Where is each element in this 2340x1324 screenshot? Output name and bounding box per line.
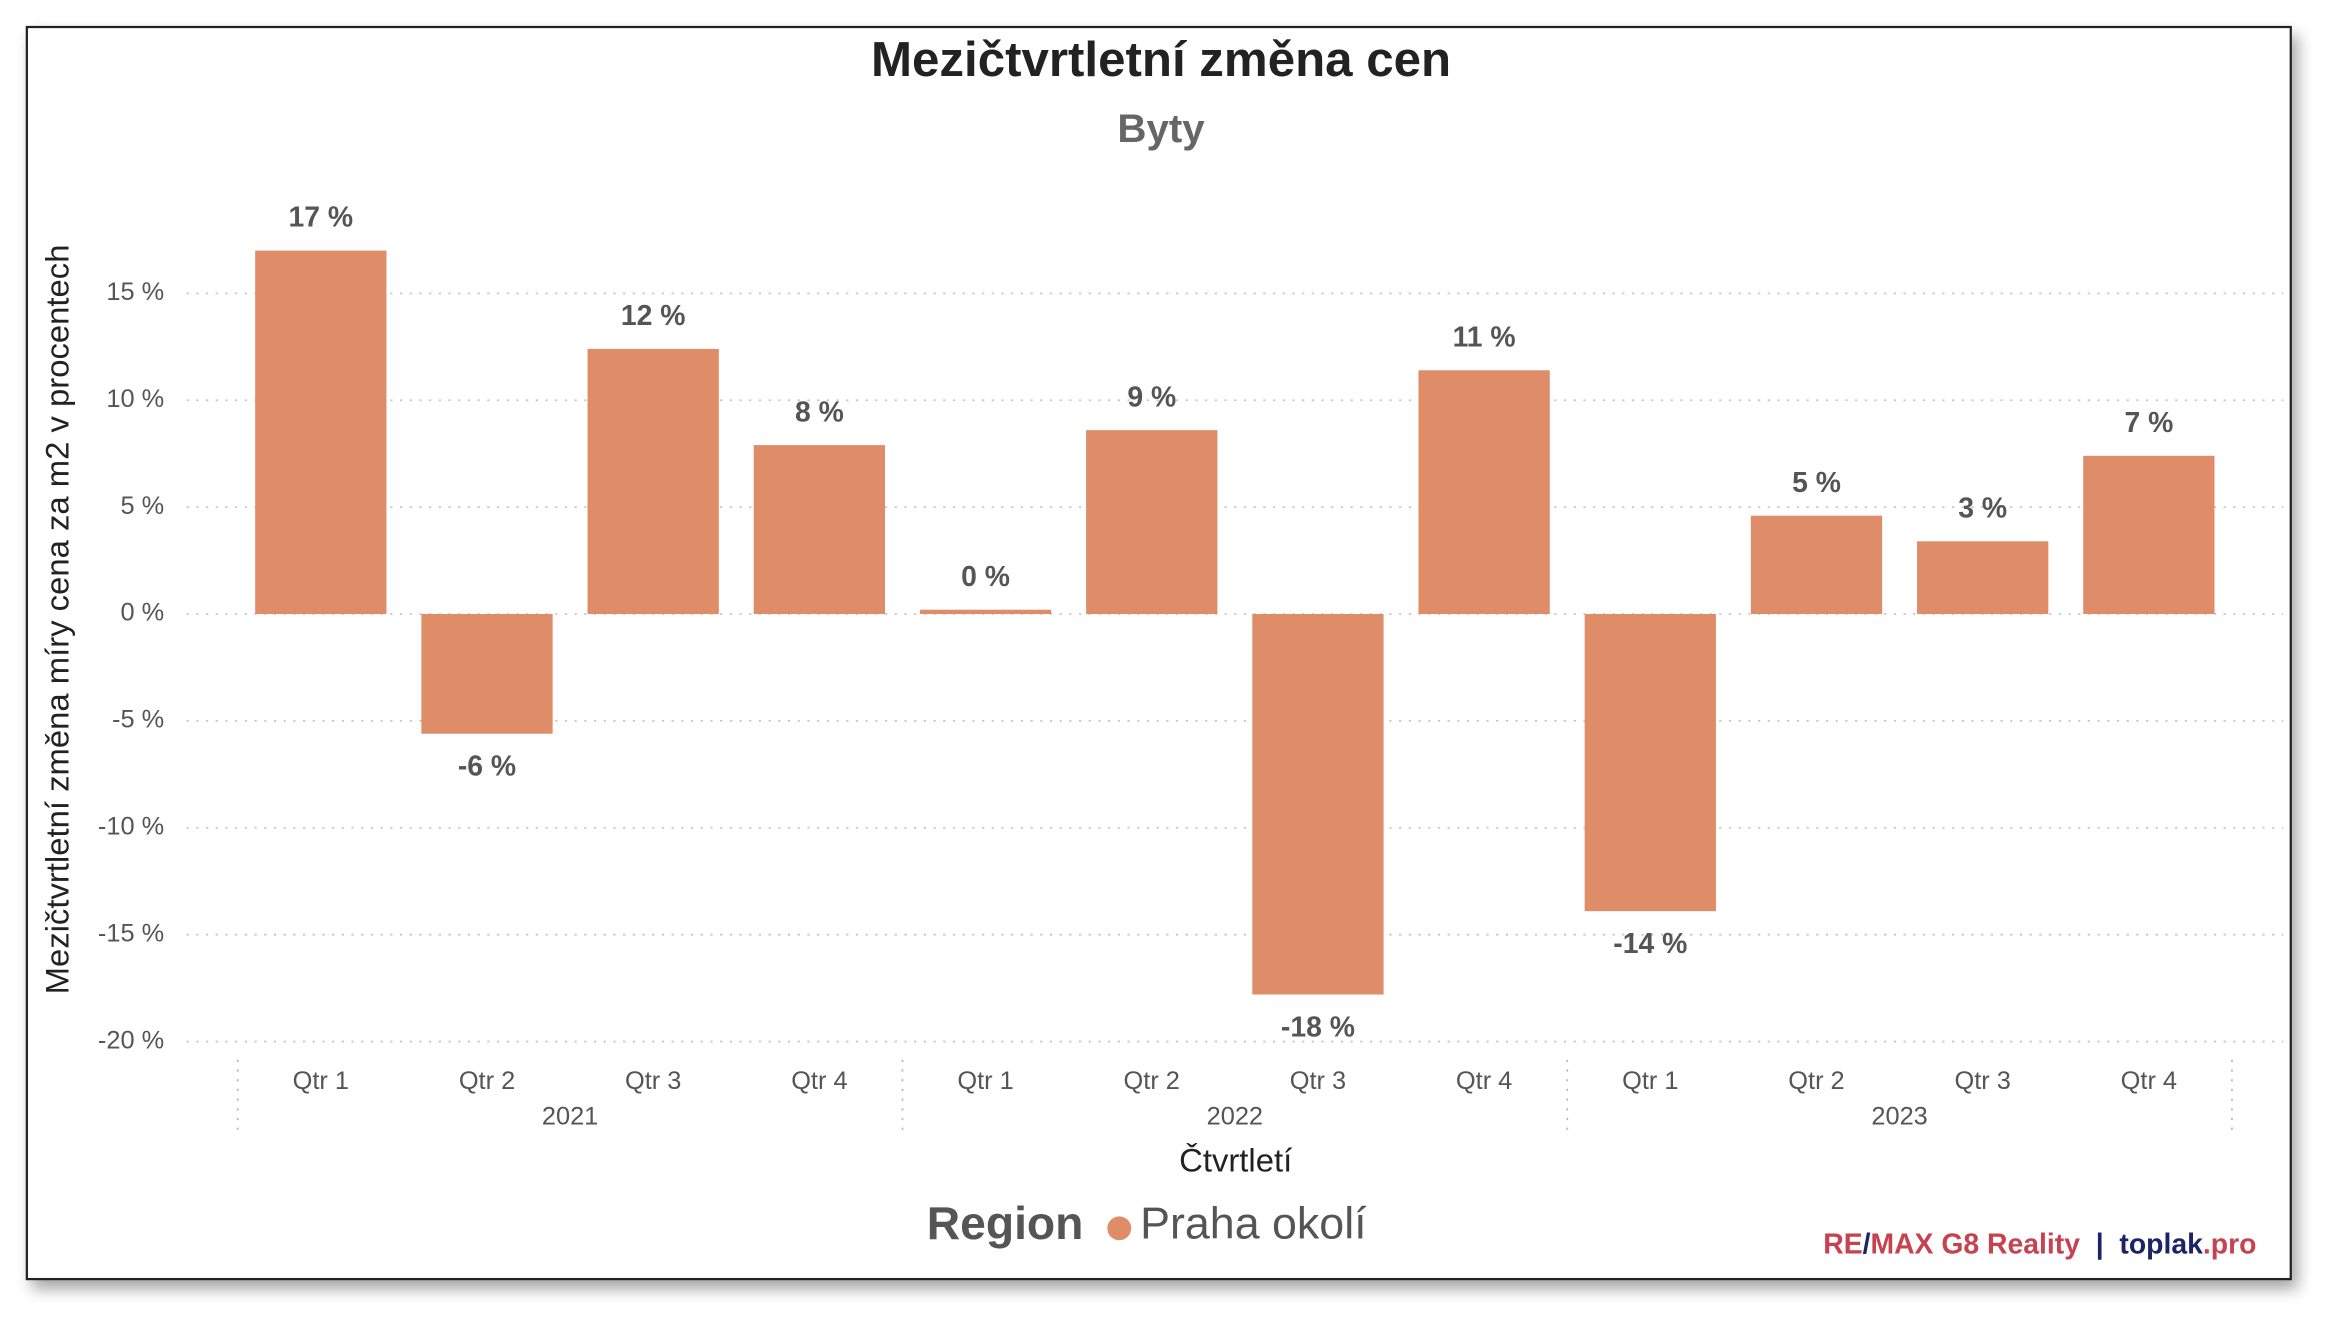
y-tick-label: -5 %: [112, 706, 164, 734]
bar: [2083, 455, 2215, 615]
chart-subtitle: Byty: [1117, 106, 1205, 151]
bar: [1584, 614, 1716, 912]
x-tick-label: Qtr 3: [1290, 1067, 1346, 1095]
data-label: 12 %: [621, 300, 686, 332]
legend-swatch: [1107, 1216, 1132, 1241]
data-label: 17 %: [289, 202, 354, 234]
bar: [1750, 515, 1883, 615]
bar: [587, 348, 719, 615]
legend-title: Region: [927, 1197, 1084, 1249]
y-tick-label: 0 %: [120, 599, 164, 627]
x-tick-label: Qtr 2: [459, 1067, 515, 1095]
footer-brand: RE/MAX G8 Reality | toplak.pro: [1823, 1229, 2256, 1261]
data-label: 11 %: [1453, 321, 1516, 353]
x-tick-label: Qtr 1: [1622, 1067, 1678, 1095]
x-tick-label: Qtr 2: [1124, 1067, 1180, 1095]
bar: [919, 609, 1052, 615]
bar: [1917, 541, 2049, 615]
y-tick-label: -10 %: [98, 812, 164, 840]
data-label: -18 %: [1281, 1011, 1355, 1043]
bar: [421, 614, 553, 734]
legend-entry: Praha okolí: [1140, 1199, 1367, 1249]
frame: [25, 25, 2292, 1281]
data-label: 0 %: [961, 561, 1010, 593]
x-axis-label: Čtvrtletí: [1179, 1141, 1292, 1178]
footer-part: MAX G8 Reality: [1870, 1229, 2080, 1261]
y-tick-label: -20 %: [98, 1026, 164, 1054]
y-tick-label: 10 %: [106, 385, 164, 413]
x-tick-label: Qtr 1: [957, 1067, 1013, 1095]
data-label: 8 %: [795, 396, 844, 428]
bar: [1252, 614, 1384, 995]
x-tick-label: Qtr 4: [791, 1067, 847, 1095]
y-tick-label: 5 %: [120, 492, 164, 520]
chart-title: Mezičtvrtletní změna cen: [871, 32, 1451, 87]
data-label: 9 %: [1127, 381, 1176, 413]
bar: [1086, 430, 1218, 615]
x-group-label: 2023: [1871, 1103, 1927, 1131]
x-tick-label: Qtr 4: [2121, 1067, 2177, 1095]
footer-part: toplak: [2119, 1229, 2203, 1261]
x-tick-label: Qtr 2: [1788, 1067, 1844, 1095]
data-label: -14 %: [1613, 928, 1687, 960]
y-tick-label: 15 %: [106, 278, 164, 306]
footer-part: /: [1863, 1229, 1871, 1261]
x-tick-label: Qtr 4: [1456, 1067, 1512, 1095]
x-group-label: 2021: [542, 1103, 598, 1131]
footer-part: RE: [1823, 1229, 1862, 1261]
data-label: 7 %: [2124, 407, 2173, 439]
x-tick-label: Qtr 1: [293, 1067, 349, 1095]
data-label: 3 %: [1958, 492, 2007, 524]
footer-part: |: [2080, 1229, 2119, 1261]
bar: [1418, 370, 1550, 615]
footer-part: .pro: [2203, 1229, 2257, 1261]
y-axis-label: Mezičtvrtletní změna míry cena za m2 v p…: [38, 245, 75, 995]
x-tick-label: Qtr 3: [1954, 1067, 2010, 1095]
bar: [255, 250, 387, 615]
data-label: 5 %: [1792, 467, 1841, 499]
x-group-label: 2022: [1207, 1103, 1263, 1131]
data-label: -6 %: [458, 751, 516, 783]
x-tick-label: Qtr 3: [625, 1067, 681, 1095]
y-tick-label: -15 %: [98, 919, 164, 947]
bar: [753, 445, 886, 615]
